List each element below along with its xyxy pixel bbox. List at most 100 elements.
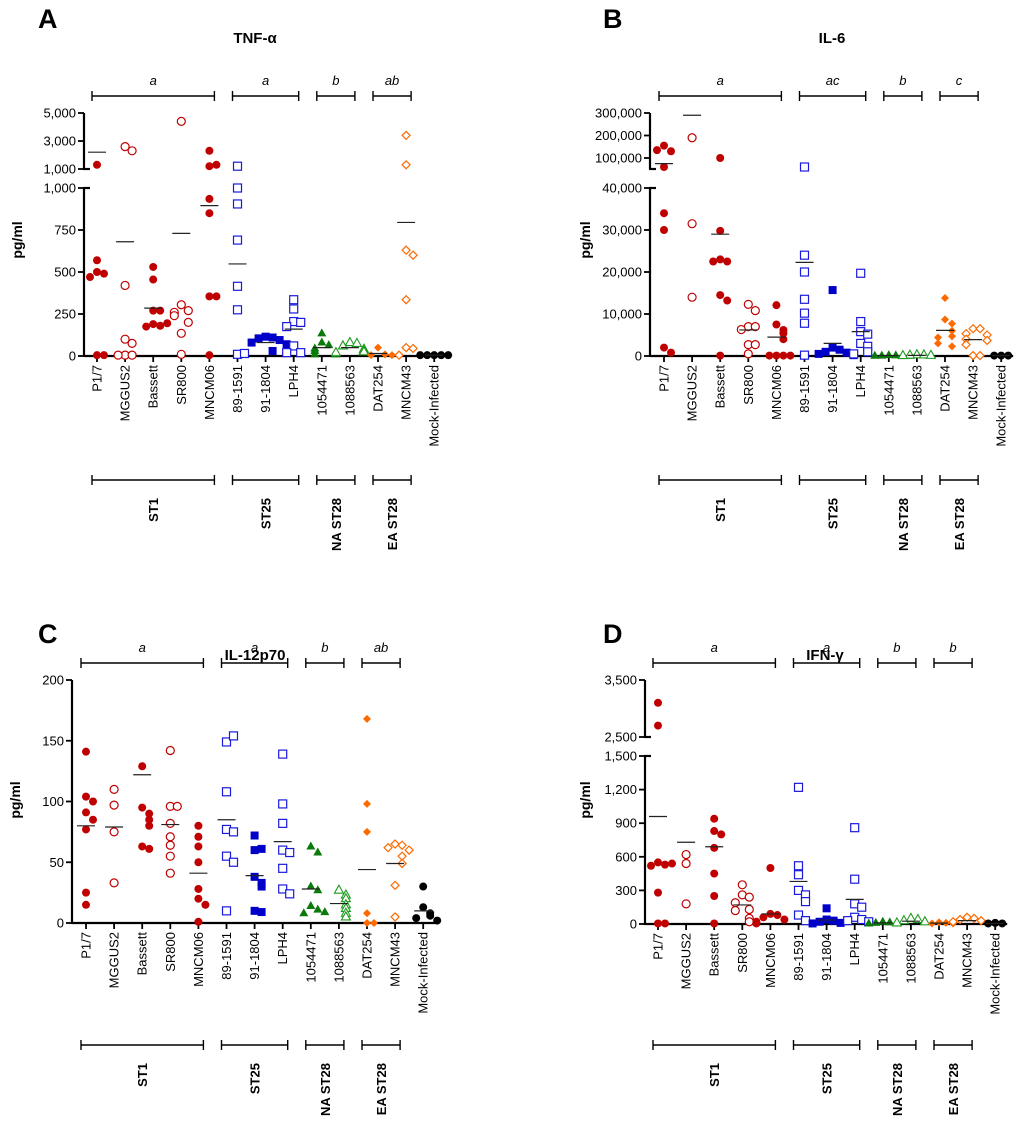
data-point <box>955 914 965 925</box>
y-tick-label: 200,000 <box>595 128 642 143</box>
data-point <box>390 880 400 891</box>
data-point <box>340 910 352 921</box>
series-bassett <box>709 154 732 360</box>
data-point <box>799 318 810 328</box>
data-point <box>948 342 956 351</box>
series-bassett <box>705 814 726 928</box>
x-tick-label: DAT254 <box>371 365 386 412</box>
data-point <box>228 827 239 837</box>
y-tick-label: 900 <box>615 816 637 831</box>
x-tick-label: P1/7 <box>79 932 94 959</box>
data-point <box>289 295 299 305</box>
series-91-1804 <box>247 332 291 355</box>
data-point <box>120 280 130 291</box>
data-point <box>934 333 942 342</box>
y-tick-label: 50 <box>50 855 64 870</box>
x-tick-label: LPH4 <box>275 932 290 965</box>
data-point <box>296 348 306 358</box>
data-point <box>351 337 363 347</box>
x-tick-label: MNCM06 <box>763 933 778 988</box>
significance-label: ac <box>826 73 840 88</box>
series-p1-7 <box>647 698 676 928</box>
data-point <box>127 350 137 360</box>
x-tick-label: Mock-Infected <box>427 365 442 447</box>
y-tick-label: 300 <box>615 883 637 898</box>
data-point <box>772 320 781 329</box>
data-point <box>278 749 288 759</box>
panel-a: A TNF-α 0 250 500 750 1,000 1,000 3,000 5,000 pg/m… <box>9 4 453 551</box>
data-point <box>408 250 418 261</box>
data-point <box>919 915 931 926</box>
data-point <box>744 917 754 927</box>
data-point <box>278 884 288 894</box>
data-point <box>710 869 719 878</box>
data-point <box>401 130 411 141</box>
data-point <box>982 335 992 346</box>
series-lph4 <box>849 268 873 359</box>
data-point <box>296 317 306 327</box>
x-tick-label: 1088563 <box>342 365 357 416</box>
panel-letter: C <box>38 619 58 649</box>
data-point <box>681 858 691 869</box>
y-tick-label: 0 <box>57 916 64 931</box>
data-point <box>89 797 97 806</box>
data-point <box>709 257 718 266</box>
data-point <box>654 698 662 707</box>
data-point <box>793 870 804 880</box>
y-tick-label: 3,000 <box>43 134 76 149</box>
y-tick-label: 600 <box>615 849 637 864</box>
y-tick-label: 1,000 <box>43 162 76 177</box>
x-tick-label: Bassett <box>707 933 722 977</box>
y-tick-label: 10,000 <box>602 307 642 322</box>
x-tick-label: Mock-Infected <box>416 932 431 1014</box>
data-point <box>444 351 453 360</box>
series-mncm43 <box>961 323 992 361</box>
data-point <box>904 349 916 359</box>
data-point <box>232 305 243 315</box>
data-point <box>710 919 719 928</box>
series-lph4 <box>843 823 874 927</box>
x-tick-label: Bassett <box>146 365 161 409</box>
data-point <box>660 163 668 171</box>
data-point <box>723 257 732 266</box>
data-point <box>306 900 316 909</box>
data-point <box>232 235 243 245</box>
data-point <box>145 844 154 853</box>
data-point <box>744 892 754 902</box>
data-point <box>320 907 330 916</box>
series-mncm43 <box>394 130 418 361</box>
data-point <box>661 860 669 869</box>
data-point <box>232 183 243 193</box>
x-tick-label: 1088563 <box>909 365 924 416</box>
series-mock-infected <box>990 351 1013 360</box>
x-tick-label: SR800 <box>741 365 756 405</box>
data-point <box>165 851 175 861</box>
data-point <box>282 340 291 349</box>
lineage-label: EA ST28 <box>385 498 400 550</box>
lineage-label: ST25 <box>259 498 274 529</box>
data-point <box>752 919 761 928</box>
data-point <box>306 841 316 850</box>
y-axis-label: pg/ml <box>577 781 593 818</box>
data-point <box>401 294 411 305</box>
data-point <box>925 349 937 359</box>
series-91-1804 <box>808 904 845 928</box>
x-tick-label: LPH4 <box>286 365 301 398</box>
data-point <box>333 884 345 894</box>
panel-title: IL-12p70 <box>225 647 286 664</box>
data-point <box>401 159 411 170</box>
data-point <box>681 849 691 860</box>
series-dat254 <box>934 294 956 351</box>
data-point <box>165 745 175 756</box>
data-point <box>863 329 873 339</box>
data-point <box>285 889 295 899</box>
significance-label: a <box>823 640 830 655</box>
data-point <box>968 350 978 361</box>
x-tick-label: DAT254 <box>938 365 953 412</box>
data-point <box>169 311 179 321</box>
data-point <box>194 917 203 926</box>
data-point <box>221 906 232 916</box>
data-point <box>404 845 414 855</box>
data-point <box>667 147 675 156</box>
data-point <box>278 863 288 873</box>
